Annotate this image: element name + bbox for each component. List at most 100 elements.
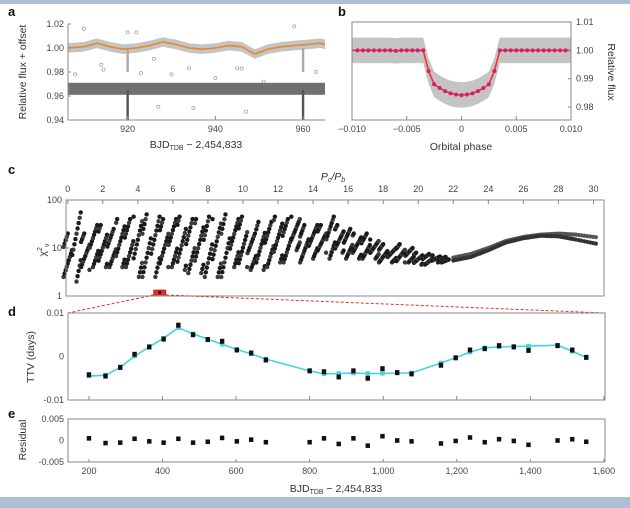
chi2-point [273,242,279,248]
chi2-point [275,235,281,240]
chi2-point [65,261,70,266]
binned-point [525,48,530,53]
panel-b-xlabel: Orbital phase [430,141,493,153]
binned-point [404,48,409,53]
chi2-point [262,240,268,245]
outlier-point [152,56,156,61]
chi2-point [233,261,238,266]
residual-point [118,440,123,445]
chi2-point [74,279,79,284]
ttv-observed-point [205,337,210,343]
chi2-point [144,255,149,260]
x-tick-label: 600 [229,466,244,476]
chi2-point [283,223,288,228]
chi2-point [160,250,166,255]
chi2-point [185,237,190,243]
chi2-point [114,216,120,222]
chi2-point [192,245,197,251]
binned-point [552,48,557,53]
chi2-point [203,228,209,233]
chi2-point [212,248,217,253]
panel-a-plot-area [68,24,325,120]
binned-point [519,48,524,53]
ttv-observed-point [190,332,196,338]
chi2-point [132,251,137,256]
residual-point [570,436,575,442]
chi2-point [123,231,129,237]
residual-point [584,439,589,445]
y-tick-label: 0.98 [46,67,64,77]
chi2-point [65,231,70,236]
chi2-point [159,220,165,225]
ttv-observed-point [453,355,458,361]
chi2-point [201,225,206,230]
ttv-model-point [219,342,225,347]
residual-point [103,440,108,446]
chi2-point [200,229,205,234]
chi2-point [279,225,284,230]
x-tick-label: 800 [302,466,317,476]
chi2-point [137,270,143,275]
chi2-point [152,237,157,243]
chi2-point [191,250,196,255]
outlier-point [138,71,143,76]
outlier-point [261,79,266,84]
chi2-point [348,226,353,232]
chi2-point [128,246,134,251]
binned-point [470,91,475,96]
chi2-point [126,253,132,259]
binned-point [437,85,442,90]
ttv-observed-point [511,344,516,350]
chi2-point [219,231,224,236]
chi2-point [156,219,161,224]
chi2-point [245,264,250,270]
chi2-point [138,223,144,229]
chi2-point [169,231,175,237]
chi2-point [262,230,267,236]
chi2-point [218,261,224,266]
residual-point [307,439,312,445]
chi2-point [111,226,116,232]
chi2-point [268,223,273,228]
chi2-point [236,226,241,231]
binned-point [393,48,398,53]
chi2-point [376,252,381,257]
chi2-point [367,242,373,248]
chi2-point [281,260,286,265]
top-x-tick-label: 0 [65,184,70,194]
chi2-point [71,247,76,252]
ttv-observed-point [219,338,225,344]
chi2-point [120,231,125,237]
chi2-point [180,239,185,244]
chi2-point [76,268,81,274]
chi2-point [228,242,234,248]
chi2-point [142,265,147,270]
zoom-connector-right [165,294,606,314]
binned-point [388,48,393,53]
top-x-tick-label: 22 [448,184,458,194]
chi2-point [267,257,272,263]
ttv-observed-point [438,362,444,368]
chi2-point [201,262,206,267]
y-tick-label: 1 [57,291,62,301]
top-x-tick-label: 8 [205,184,210,194]
chi2-point [318,222,324,228]
chi2-point [182,267,188,273]
chi2-point [254,260,259,265]
ttv-observed-point [176,322,181,328]
chi2-point [402,260,408,265]
chi2-point [254,227,259,232]
chi2-point [183,226,189,232]
chi2-point [271,217,277,223]
chi2-point [127,216,133,222]
chi2-point [168,235,173,240]
chi2-point [133,246,138,252]
chi2-point [266,261,271,266]
chi2-point [282,226,287,232]
residual-point [234,439,240,444]
residual-point [248,437,254,442]
binned-point [399,48,404,53]
binned-point [355,48,360,53]
chi2-point [186,270,191,276]
chi2-point [70,252,75,258]
